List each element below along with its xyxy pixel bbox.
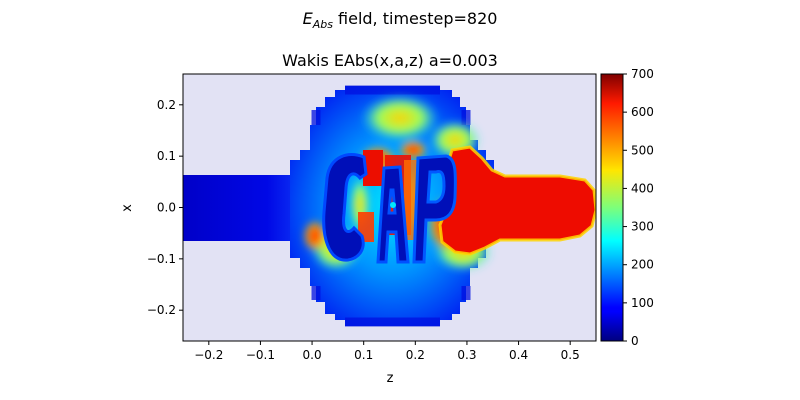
letter-p [412,154,457,264]
y-tick-label: 0.2 [157,98,176,112]
colorbar-tick-label: 100 [631,296,654,310]
colorbar-tick-label: 700 [631,67,654,81]
x-tick-label: 0.1 [354,348,373,362]
right-region-edge [438,145,596,256]
colorbar-tick-label: 600 [631,105,654,119]
letter-c [322,153,368,262]
colorbar-tick-label: 500 [631,143,654,157]
hot-patch-c-top [363,150,383,186]
x-tick-label: 0.3 [457,348,476,362]
x-tick-label: 0.0 [303,348,322,362]
colorbar-tick-label: 400 [631,181,654,195]
x-tick-label: 0.4 [509,348,528,362]
x-tick-label: 0.5 [561,348,580,362]
y-tick-label: −0.1 [147,252,176,266]
colorbar-ticks: 0 100 200 300 400 500 600 700 [623,67,654,348]
x-axis-ticks: −0.2 −0.1 0.0 0.1 0.2 0.3 0.4 0.5 [194,341,580,362]
y-tick-label: 0.0 [157,201,176,215]
y-axis-label: x [120,204,135,212]
colorbar-tick-label: 200 [631,258,654,272]
colorbar [600,73,624,342]
letter-a [376,165,410,264]
y-tick-label: 0.1 [157,149,176,163]
x-tick-label: 0.2 [406,348,425,362]
figure-suptitle: EAbs field, timestep=820 [303,9,498,31]
x-tick-label: −0.2 [194,348,223,362]
cavity-rim [311,85,471,327]
right-region-hot [440,147,596,254]
axes-title: Wakis EAbs(x,a,z) a=0.003 [282,51,498,70]
heatmap-plot-area [183,74,596,341]
central-hot-spot [390,202,396,208]
colorbar-tick-label: 0 [631,334,639,348]
x-axis-label: z [387,371,394,386]
colorbar-tick-label: 300 [631,220,654,234]
x-tick-label: −0.1 [246,348,275,362]
y-axis-ticks: −0.2 −0.1 0.0 0.1 0.2 [147,98,183,317]
y-tick-label: −0.2 [147,303,176,317]
